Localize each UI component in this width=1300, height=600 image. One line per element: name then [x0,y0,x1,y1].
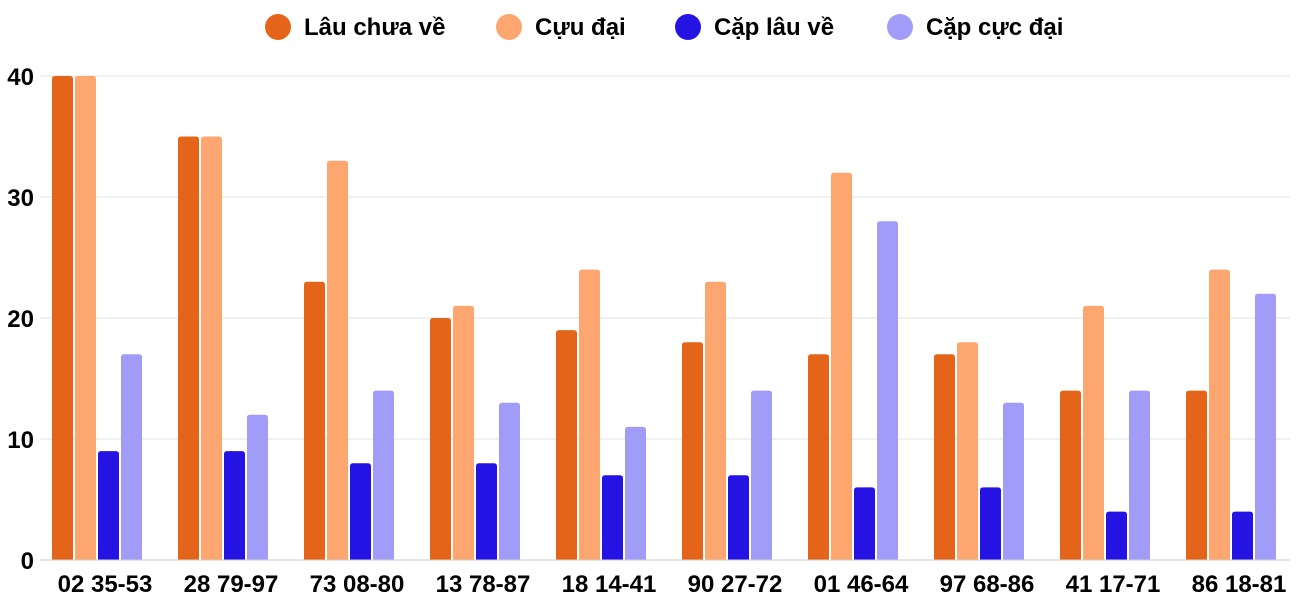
legend-label: Cặp cực đại [926,14,1063,41]
x-tick-label: 73 08-80 [310,571,405,598]
bar-cặp-lâu-về [602,475,623,560]
y-tick-label: 10 [7,427,34,454]
bar-cặp-cực-đại [247,414,268,560]
x-axis: 02 35-53 28 79-97 73 08-80 13 78-87 18 14-41… [58,571,1287,598]
bar-lâu-chưa-về [934,354,955,560]
legend-item: Cặp cực đại [887,14,1063,41]
legend-swatch-icon [675,14,701,40]
bar-lâu-chưa-về [556,330,577,560]
bar-lâu-chưa-về [1186,390,1207,560]
x-tick-label: 28 79-97 [184,571,279,598]
x-tick-label: 86 18-81 [1192,571,1287,598]
bars [40,76,1290,561]
bar-lâu-chưa-về [178,136,199,560]
bar-cặp-cực-đại [1003,402,1024,560]
bar-cặp-cực-đại [373,390,394,560]
legend-item: Cựu đại [496,14,626,41]
bar-cặp-lâu-về [350,463,371,560]
gridlines [40,75,1290,440]
bar-cặp-lâu-về [476,463,497,560]
bar-cặp-lâu-về [1106,511,1127,560]
x-tick-label: 13 78-87 [436,571,531,598]
x-tick-label: 90 27-72 [688,571,783,598]
bar-cựu-đại [579,269,600,560]
legend-swatch-icon [265,14,291,40]
x-tick-label: 18 14-41 [562,571,657,598]
bar-cặp-cực-đại [1255,293,1276,560]
y-tick-label: 0 [21,548,34,575]
bar-cặp-lâu-về [224,451,245,560]
bar-cặp-lâu-về [98,451,119,560]
bar-cặp-cực-đại [877,221,898,560]
legend-item: Lâu chưa về [265,14,445,41]
bar-cựu-đại [201,136,222,560]
bar-cựu-đại [327,160,348,560]
x-tick-label: 02 35-53 [58,571,153,598]
x-tick-label: 97 68-86 [940,571,1035,598]
x-tick-label: 41 17-71 [1066,571,1161,598]
bar-cựu-đại [705,281,726,560]
bar-cặp-cực-đại [625,426,646,560]
bar-cựu-đại [75,76,96,560]
x-tick-label: 01 46-64 [814,571,909,598]
bar-cựu-đại [1209,269,1230,560]
bar-cặp-cực-đại [1129,390,1150,560]
bar-lâu-chưa-về [808,354,829,560]
bar-lâu-chưa-về [52,76,73,560]
y-axis: 0 10 20 30 40 [7,64,34,575]
bar-cựu-đại [453,305,474,560]
bar-cựu-đại [1083,305,1104,560]
y-tick-label: 40 [7,64,34,91]
bar-cặp-lâu-về [1232,511,1253,560]
legend-swatch-icon [887,14,913,40]
bar-lâu-chưa-về [304,281,325,560]
legend-label: Cựu đại [535,14,626,41]
bar-cặp-lâu-về [980,487,1001,560]
bar-cựu-đại [957,342,978,560]
bar-cặp-lâu-về [854,487,875,560]
bar-cặp-cực-đại [121,354,142,560]
legend-label: Cặp lâu về [714,14,834,41]
bar-cặp-lâu-về [728,475,749,560]
chart-legend: Lâu chưa về Cựu đại Cặp lâu về Cặp cực đại [265,14,1063,41]
bar-cặp-cực-đại [751,390,772,560]
bar-lâu-chưa-về [430,318,451,560]
legend-item: Cặp lâu về [675,14,834,41]
y-tick-label: 20 [7,306,34,333]
bar-cặp-cực-đại [499,402,520,560]
bar-lâu-chưa-về [682,342,703,560]
bar-lâu-chưa-về [1060,390,1081,560]
y-tick-label: 30 [7,185,34,212]
legend-label: Lâu chưa về [304,14,445,41]
bar-cựu-đại [831,172,852,561]
legend-swatch-icon [496,14,522,40]
